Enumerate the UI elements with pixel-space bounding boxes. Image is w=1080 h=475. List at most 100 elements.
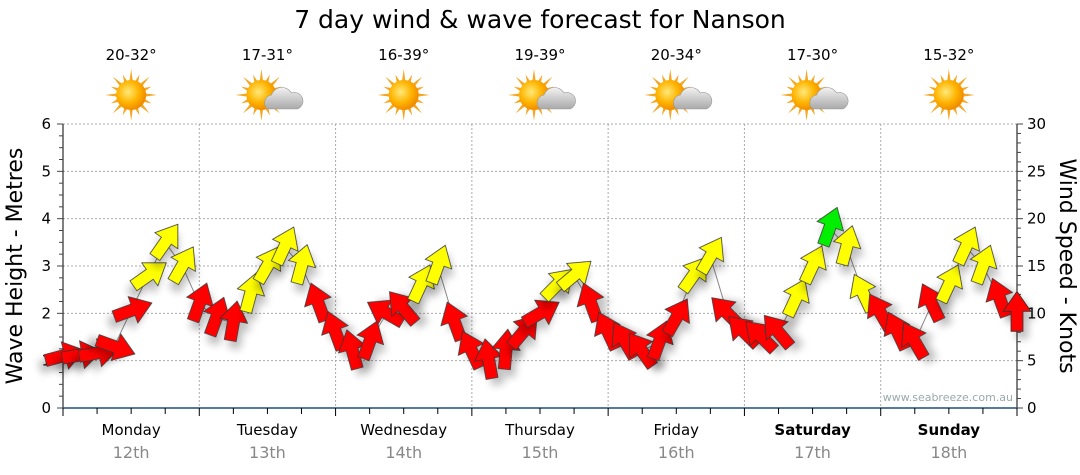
sun-ray: [129, 69, 133, 82]
y-left-tick-label: 5: [41, 162, 51, 180]
sun-ray: [412, 103, 423, 114]
sun-ray: [930, 76, 941, 87]
wind-arrow: [219, 300, 249, 343]
day-label: Tuesday: [236, 421, 298, 439]
day-label: Thursday: [504, 421, 575, 439]
sun-ray: [265, 74, 270, 83]
sun-ray: [537, 74, 543, 83]
sun-ray: [922, 93, 935, 97]
date-label: 18th: [930, 443, 967, 462]
sun-ray: [798, 107, 803, 116]
sun-ray: [952, 74, 958, 83]
temperature-range: 16-39°: [378, 46, 429, 64]
wind-arrow: [1002, 290, 1032, 332]
wind-arrow: [236, 272, 266, 314]
sun-ray: [110, 98, 119, 104]
y-right-tick-label: 5: [1027, 352, 1037, 370]
date-label: 16th: [658, 443, 695, 462]
sun-disc: [933, 80, 964, 110]
sun-disc: [116, 80, 147, 110]
partly-cloudy-icon: [780, 69, 849, 121]
temperature-range: 20-34°: [651, 46, 702, 64]
sun-ray: [265, 107, 270, 116]
sun-ray: [110, 86, 119, 92]
sun-ray: [134, 107, 140, 116]
sun-ray: [947, 108, 951, 121]
sun-ray: [377, 93, 390, 97]
sun-ray: [668, 108, 672, 121]
sun-ray: [940, 74, 946, 83]
sun-ray: [143, 86, 152, 92]
wind-arrow: [763, 314, 796, 351]
sun-ray: [525, 107, 531, 116]
sun-ray: [649, 86, 659, 92]
sun-ray: [532, 69, 536, 82]
sun-ray: [235, 93, 248, 97]
sun-ray: [415, 86, 425, 92]
sun-ray: [651, 76, 662, 87]
sun-ray: [383, 98, 392, 104]
y-left-tick-label: 6: [41, 115, 51, 133]
date-label: 12th: [113, 443, 150, 462]
wind-arrow: [287, 244, 317, 286]
sun-ray: [241, 86, 250, 92]
wind-arrow: [832, 225, 862, 267]
sun-ray: [947, 69, 951, 82]
day-label: Saturday: [774, 421, 851, 439]
sun-ray: [134, 74, 140, 83]
date-label: 14th: [385, 443, 422, 462]
sun-ray: [513, 86, 522, 92]
wind-arrow: [695, 236, 724, 276]
sun-ray: [253, 74, 258, 83]
wind-arrow: [969, 244, 998, 286]
sun-ray: [139, 103, 150, 114]
sun-ray: [241, 98, 250, 104]
partly-cloudy-icon: [644, 69, 713, 121]
y-axis-right-title: Wind Speed - Knots: [1054, 158, 1079, 373]
sun-ray: [780, 93, 793, 97]
wind-arrow: [129, 262, 167, 292]
sun-ray: [407, 107, 413, 116]
sun-ray: [402, 108, 406, 121]
y-left-tick-label: 4: [41, 210, 51, 228]
wind-arrow: [629, 332, 659, 370]
day-label: Friday: [654, 421, 700, 439]
wind-arrow: [798, 245, 827, 286]
wind-arrow: [94, 333, 136, 361]
sun-ray: [678, 76, 689, 87]
sun-ray: [513, 98, 522, 104]
wind-arrow: [901, 322, 930, 361]
sun-ray: [143, 98, 152, 104]
day-label: Wednesday: [360, 421, 447, 439]
y-left-tick-label: 3: [41, 257, 51, 275]
sun-ray: [243, 103, 253, 114]
sun-ray: [788, 76, 798, 87]
sun-ray: [798, 74, 803, 83]
sun-ray: [515, 103, 526, 114]
date-label: 13th: [249, 443, 286, 462]
sun-ray: [651, 103, 662, 114]
temperature-range: 15-32°: [923, 46, 974, 64]
sun-ray: [525, 74, 531, 83]
wind-arrow: [661, 298, 690, 338]
sun-ray: [145, 93, 158, 97]
wind-arrow: [356, 320, 385, 362]
temperature-range: 17-30°: [787, 46, 838, 64]
sun-ray: [961, 98, 970, 104]
day-label: Sunday: [918, 421, 981, 439]
sun-ray: [402, 69, 406, 82]
sun-ray: [122, 107, 128, 116]
sun-ray: [810, 74, 815, 83]
y-left-tick-label: 0: [41, 399, 51, 417]
watermark: www.seabreeze.com.au: [883, 391, 1013, 404]
sun-ray: [661, 107, 667, 116]
sun-ray: [815, 76, 825, 87]
cloud-shape: [264, 87, 304, 110]
sun-disc: [388, 80, 419, 110]
wind-arrow: [520, 299, 560, 329]
date-label: 17th: [794, 443, 831, 462]
sun-ray: [412, 76, 423, 87]
sun-ray: [417, 93, 430, 97]
wind-arrow: [781, 278, 810, 319]
